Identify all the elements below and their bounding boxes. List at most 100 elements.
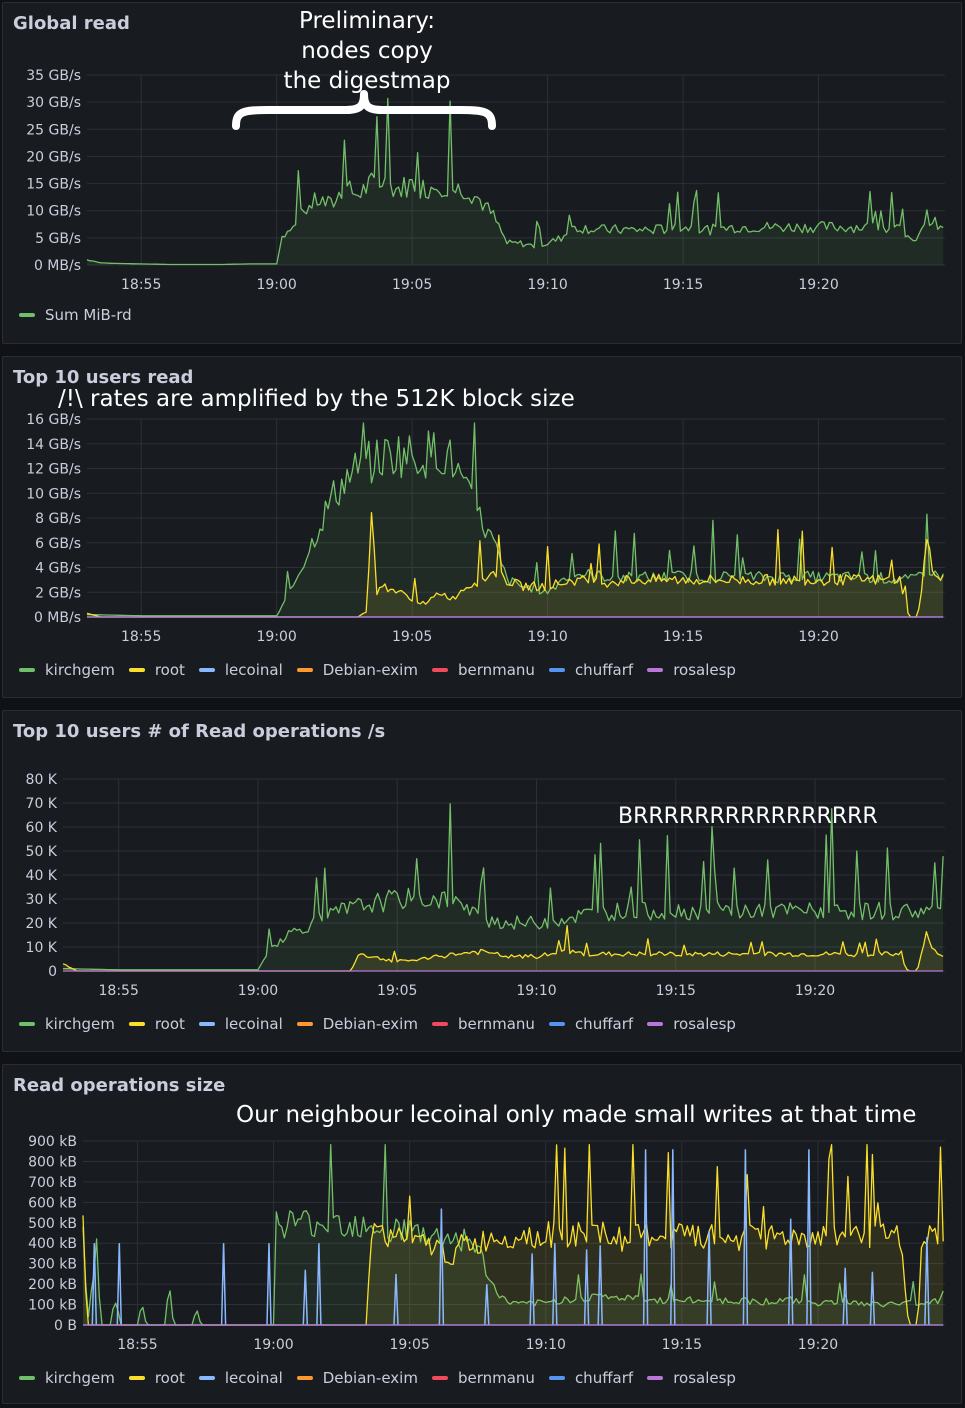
legend-item-debian-exim[interactable]: Debian-exim [296,1015,418,1033]
legend-item-debian-exim[interactable]: Debian-exim [296,1369,418,1387]
legend: kirchgem root lecoinal Debian-exim bernmanu c… [19,1015,750,1033]
x-tick-label: 19:00 [256,629,296,645]
y-tick-label: 5 GB/s [35,231,81,247]
legend-item-chuffarf[interactable]: chuffarf [548,1369,633,1387]
chart-top-users-read: 0 MB/s 2 GB/s 4 GB/s 6 GB/s 8 GB/s 10 GB/s 12 … [26,412,945,645]
y-tick-label: 60 K [26,820,58,836]
panel-read-ops: Top 10 users # of Read operations /s 0 10… [2,710,962,1052]
y-tick-label: 50 K [26,844,58,860]
series-spike-lecoinal [670,1149,676,1326]
y-tick-label: 6 GB/s [35,536,81,552]
y-tick-label: 40 K [26,868,58,884]
curly-brace-annotation [232,90,496,130]
panel-title[interactable]: Top 10 users # of Read operations /s [13,721,386,742]
legend-label: bernmanu [457,1369,535,1387]
y-tick-label: 700 kB [28,1175,77,1191]
legend-swatch [431,1376,448,1380]
y-tick-label: 300 kB [28,1257,77,1273]
y-tick-label: 20 GB/s [26,149,81,165]
series-spike-lecoinal [316,1243,322,1326]
x-tick-label: 18:55 [99,983,139,999]
series-line-kirchgem [62,803,944,971]
x-tick-label: 19:00 [256,277,296,293]
legend-item-root[interactable]: root [128,1015,185,1033]
y-tick-label: 100 kB [28,1298,77,1314]
legend-swatch [296,668,313,672]
legend-item-rosalesp[interactable]: rosalesp [647,661,736,679]
x-tick-label: 19:20 [798,629,838,645]
x-tick-label: 18:55 [121,629,161,645]
y-tick-label: 900 kB [28,1134,77,1150]
legend: kirchgem root lecoinal Debian-exim bernmanu c… [19,1369,750,1387]
legend-label: rosalesp [673,661,736,679]
series-spike-lecoinal [266,1243,272,1326]
series-spike-lecoinal [116,1243,123,1326]
legend-label: bernmanu [457,661,535,679]
legend-item-bernmanu[interactable]: bernmanu [431,1369,535,1387]
x-tick-label: 18:55 [117,1337,157,1353]
legend-label: Debian-exim [322,1369,418,1387]
panel-read-ops-size: Read operations size 0 B 100 kB 200 kB 300 … [2,1064,962,1404]
legend-item-kirchgem[interactable]: kirchgem [19,1015,115,1033]
legend-item-kirchgem[interactable]: kirchgem [19,1369,115,1387]
series-area-kirchgem [83,1144,944,1325]
legend-item-sum mib-rd[interactable]: Sum MiB-rd [19,306,132,324]
x-tick-label: 19:20 [795,983,835,999]
series-spike-lecoinal [787,1218,794,1326]
x-tick-label: 19:10 [526,1337,566,1353]
legend-label: Sum MiB-rd [45,306,132,324]
legend-item-bernmanu[interactable]: bernmanu [431,661,535,679]
series-spike-lecoinal [393,1273,399,1326]
series-spike-lecoinal [642,1149,649,1326]
y-tick-label: 35 GB/s [26,68,81,84]
legend-label: lecoinal [224,1015,283,1033]
chart-read-ops-size: 0 B 100 kB 200 kB 300 kB 400 kB 500 kB 600 kB 7… [28,1134,945,1353]
legend-item-rosalesp[interactable]: rosalesp [647,1369,736,1387]
legend-item-kirchgem[interactable]: kirchgem [19,661,115,679]
x-tick-label: 19:15 [656,983,696,999]
legend-item-root[interactable]: root [128,1369,185,1387]
panel-title[interactable]: Global read [13,13,130,34]
legend-label: root [154,661,185,679]
legend-item-bernmanu[interactable]: bernmanu [431,1015,535,1033]
legend-item-chuffarf[interactable]: chuffarf [548,661,634,679]
legend-swatch [548,1376,565,1380]
series-spike-lecoinal [302,1269,309,1326]
y-tick-label: 30 GB/s [26,95,81,111]
x-tick-label: 19:00 [253,1337,293,1353]
y-tick-label: 10 GB/s [26,486,81,502]
y-tick-label: 15 GB/s [26,177,81,193]
x-tick-label: 19:10 [527,629,567,645]
y-tick-label: 4 GB/s [35,561,81,577]
y-tick-label: 0 [48,964,57,980]
x-tick-label: 19:15 [663,629,703,645]
series-spike-lecoinal [842,1267,848,1326]
legend-item-root[interactable]: root [128,661,185,679]
panel-global-read: Global read 0 MB/s 5 GB/s 10 GB/s 15 GB/s 20… [2,2,962,344]
panel-title[interactable]: Top 10 users read [13,367,194,388]
chart-global-read: 0 MB/s 5 GB/s 10 GB/s 15 GB/s 20 GB/s 25 GB/s… [26,68,945,293]
legend-swatch [128,668,145,672]
series-area-root [83,1144,944,1325]
legend-item-chuffarf[interactable]: chuffarf [548,1015,633,1033]
y-tick-label: 0 MB/s [34,258,81,274]
panel-title[interactable]: Read operations size [13,1075,226,1096]
legend-item-lecoinal[interactable]: lecoinal [198,1015,283,1033]
legend-swatch [647,1376,664,1380]
series-spike-lecoinal [806,1149,812,1326]
legend-swatch [19,1022,35,1026]
legend-swatch [198,668,215,672]
legend-item-lecoinal[interactable]: lecoinal [198,661,283,679]
legend-item-rosalesp[interactable]: rosalesp [647,1015,736,1033]
legend-item-lecoinal[interactable]: lecoinal [198,1369,283,1387]
y-tick-label: 10 K [26,940,58,956]
legend-label: chuffarf [574,661,634,679]
series-spike-lecoinal [529,1253,535,1326]
series-spike-lecoinal [597,1245,603,1326]
y-tick-label: 25 GB/s [26,122,81,138]
legend-swatch [128,1022,145,1026]
legend-label: Debian-exim [322,661,418,679]
series-spike-lecoinal [742,1149,749,1326]
legend-item-debian-exim[interactable]: Debian-exim [296,661,418,679]
y-tick-label: 800 kB [28,1154,77,1170]
